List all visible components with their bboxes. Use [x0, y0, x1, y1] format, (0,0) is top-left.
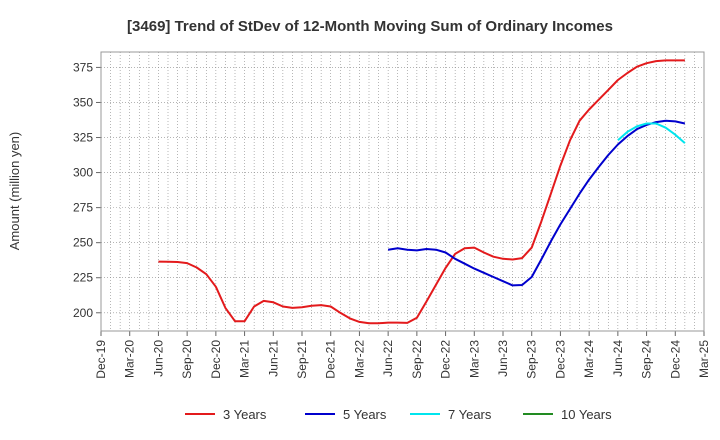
x-tick-label: Jun-24	[611, 340, 625, 377]
y-tick-label: 225	[73, 271, 93, 285]
x-tick-label: Dec-20	[209, 340, 223, 379]
x-tick-label: Sep-24	[640, 340, 654, 379]
x-tick-label: Dec-24	[668, 340, 682, 379]
y-axis-label: Amount (million yen)	[7, 132, 22, 251]
y-tick-label: 275	[73, 201, 93, 215]
y-tick-label: 200	[73, 306, 93, 320]
x-tick-label: Jun-22	[381, 340, 395, 377]
x-tick-label: Sep-22	[410, 340, 424, 379]
x-tick-label: Dec-21	[324, 340, 338, 379]
x-tick-label: Sep-23	[525, 340, 539, 379]
y-tick-label: 375	[73, 60, 93, 74]
legend-item: 7 Years	[410, 407, 492, 422]
x-tick-label: Mar-25	[697, 340, 711, 378]
legend: 3 Years 5 Years 7 Years 10 Years	[185, 407, 612, 422]
x-tick-label: Jun-23	[496, 340, 510, 377]
grid	[100, 52, 705, 331]
x-tick-label: Jun-20	[151, 340, 165, 377]
x-tick-label: Sep-21	[295, 340, 309, 379]
x-tick-label: Dec-22	[439, 340, 453, 379]
legend-label: 3 Years	[223, 407, 267, 422]
legend-item: 5 Years	[305, 407, 387, 422]
y-tick-label: 250	[73, 236, 93, 250]
plot-lines	[158, 59, 686, 325]
y-tick-label: 350	[73, 95, 93, 109]
x-tick-label: Mar-20	[123, 340, 137, 378]
legend-label: 10 Years	[561, 407, 612, 422]
x-tick-label: Mar-23	[467, 340, 481, 378]
y-tick-label: 325	[73, 131, 93, 145]
x-tick-label: Mar-22	[352, 340, 366, 378]
x-tick-label: Sep-20	[180, 340, 194, 379]
series-line	[158, 59, 685, 325]
x-tick-label: Mar-21	[238, 340, 252, 378]
series-line	[387, 119, 686, 287]
x-tick-label: Jun-21	[266, 340, 280, 377]
x-tick-label: Dec-19	[94, 340, 108, 379]
legend-item: 10 Years	[523, 407, 612, 422]
x-tick-label: Mar-24	[582, 340, 596, 378]
legend-label: 5 Years	[343, 407, 387, 422]
chart-title: [3469] Trend of StDev of 12-Month Moving…	[127, 18, 613, 35]
y-axis: 200 225 250 275 300 325 350 375	[73, 60, 101, 320]
plot-frame	[100, 51, 705, 332]
x-tick-label: Dec-23	[553, 340, 567, 379]
y-tick-label: 300	[73, 166, 93, 180]
x-axis: Dec-19 Mar-20 Jun-20 Sep-20 Dec-20 Mar-21 Jun-…	[94, 331, 711, 379]
legend-item: 3 Years	[185, 407, 267, 422]
series-line	[617, 122, 686, 144]
legend-label: 7 Years	[448, 407, 492, 422]
